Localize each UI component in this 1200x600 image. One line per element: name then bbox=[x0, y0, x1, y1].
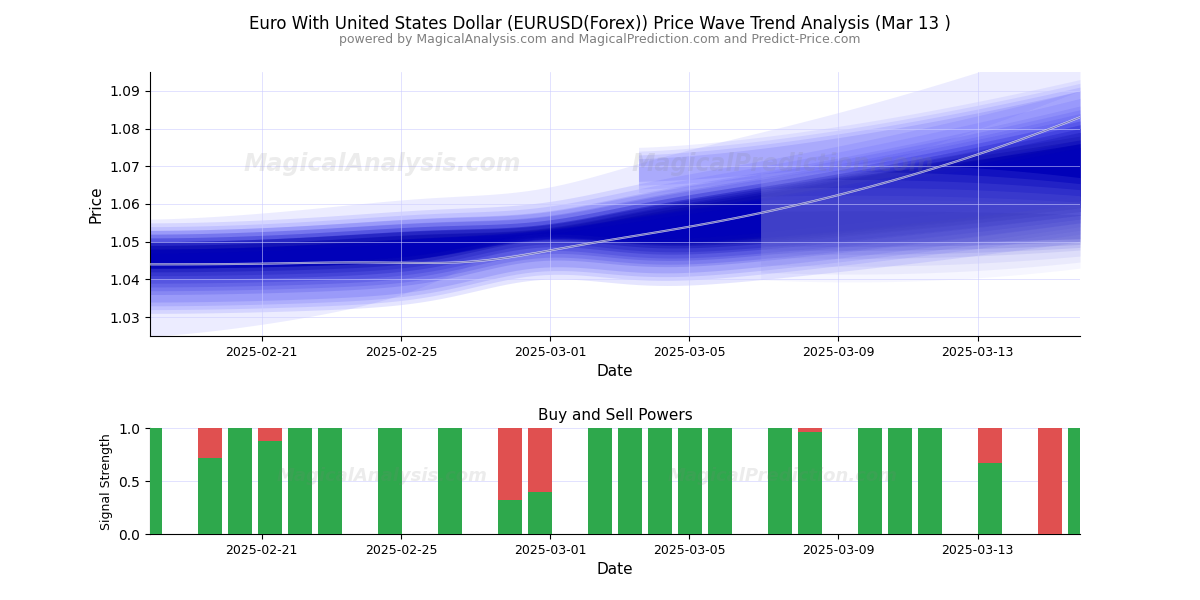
Bar bbox=[648, 428, 672, 534]
Bar bbox=[798, 431, 822, 534]
X-axis label: Date: Date bbox=[596, 562, 634, 577]
Bar bbox=[978, 463, 1002, 534]
Bar bbox=[678, 428, 702, 534]
Bar bbox=[438, 428, 462, 534]
Bar bbox=[1038, 428, 1062, 534]
Bar bbox=[588, 428, 612, 534]
Bar bbox=[318, 428, 342, 534]
Text: powered by MagicalAnalysis.com and MagicalPrediction.com and Predict-Price.com: powered by MagicalAnalysis.com and Magic… bbox=[340, 33, 860, 46]
X-axis label: Date: Date bbox=[596, 364, 634, 379]
Bar bbox=[918, 394, 942, 428]
Bar bbox=[288, 428, 312, 534]
Bar bbox=[528, 428, 552, 492]
Bar bbox=[768, 428, 792, 534]
Title: Buy and Sell Powers: Buy and Sell Powers bbox=[538, 408, 692, 423]
Bar bbox=[498, 500, 522, 534]
Bar bbox=[258, 441, 282, 534]
Bar bbox=[498, 428, 522, 500]
Text: Euro With United States Dollar (EURUSD(Forex)) Price Wave Trend Analysis (Mar 13: Euro With United States Dollar (EURUSD(F… bbox=[250, 15, 950, 33]
Bar bbox=[528, 492, 552, 534]
Bar bbox=[378, 428, 402, 534]
Bar bbox=[918, 428, 942, 534]
Bar bbox=[978, 428, 1002, 463]
Bar bbox=[858, 428, 882, 534]
Bar bbox=[618, 428, 642, 534]
Bar bbox=[228, 428, 252, 534]
Bar bbox=[798, 428, 822, 431]
Y-axis label: Signal Strength: Signal Strength bbox=[100, 433, 113, 530]
Text: MagicalAnalysis.com: MagicalAnalysis.com bbox=[244, 152, 521, 176]
Bar bbox=[258, 428, 282, 441]
Text: MagicalPrediction.com: MagicalPrediction.com bbox=[631, 152, 934, 176]
Text: MagicalPrediction.com: MagicalPrediction.com bbox=[667, 467, 898, 485]
Bar bbox=[198, 428, 222, 458]
Bar bbox=[888, 428, 912, 534]
Bar bbox=[1068, 428, 1092, 534]
Bar bbox=[708, 428, 732, 534]
Bar bbox=[198, 458, 222, 534]
Bar bbox=[138, 428, 162, 534]
Y-axis label: Price: Price bbox=[89, 185, 104, 223]
Text: MagicalAnalysis.com: MagicalAnalysis.com bbox=[277, 467, 488, 485]
